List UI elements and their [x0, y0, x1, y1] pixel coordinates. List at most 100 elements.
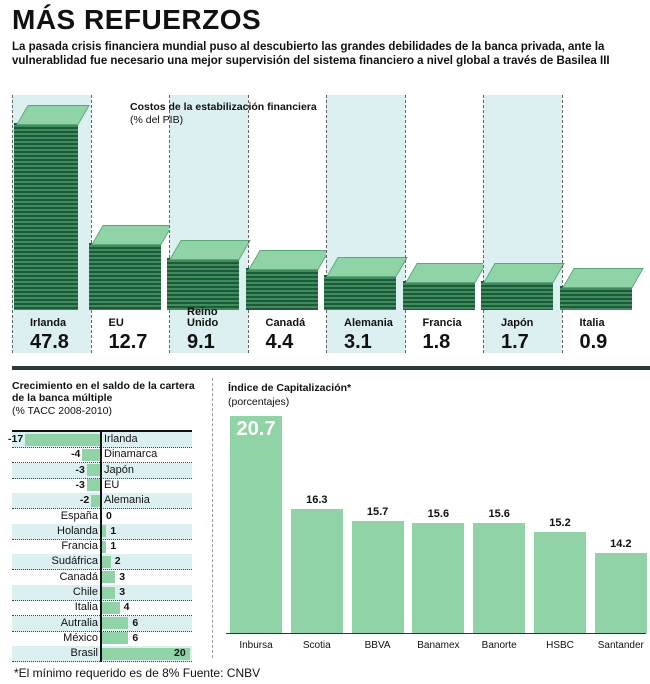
bar — [102, 601, 120, 614]
value-label: 0.9 — [579, 331, 608, 353]
bar — [86, 464, 100, 477]
money-stack-icon — [14, 123, 78, 310]
bar — [473, 523, 526, 633]
chart3-title: Índice de Capitalización* — [228, 382, 352, 394]
baseline — [226, 633, 646, 634]
category-label: Chile — [72, 586, 98, 598]
category-label: BBVA — [364, 640, 391, 651]
value-label: 0 — [106, 509, 112, 522]
column-4 — [326, 95, 405, 353]
intro-text: La pasada crisis financiera mundial puso… — [12, 41, 610, 67]
category-label: Irlanda — [30, 317, 67, 329]
category-label: Irlanda — [104, 433, 138, 445]
separator — [212, 378, 214, 658]
bar — [102, 555, 111, 568]
bar — [102, 617, 129, 630]
category-label: Japón — [501, 317, 534, 329]
category-label: HSBC — [546, 640, 574, 651]
value-label: 1 — [110, 540, 117, 553]
value-label: 6 — [132, 616, 139, 629]
category-label: Alemania — [344, 317, 393, 329]
value-label: 4.4 — [265, 331, 294, 353]
value-label: -3 — [75, 463, 85, 476]
value-label: 15.2 — [549, 516, 571, 529]
category-label: EU — [104, 478, 120, 491]
chart1-title: Costos de la estabilización financiera — [130, 101, 317, 113]
chart2-subtitle: (% TACC 2008-2010) — [12, 405, 112, 417]
table-row — [12, 462, 192, 479]
bar — [102, 540, 107, 553]
money-stack-icon — [402, 281, 475, 310]
money-bill-icon — [16, 105, 90, 125]
table-row — [12, 509, 192, 525]
value-label: -3 — [75, 478, 85, 491]
value-label: 4 — [123, 601, 130, 614]
category-label: Francia — [422, 317, 462, 329]
category-label: Alemania — [104, 494, 150, 507]
value-label: 9.1 — [187, 331, 215, 353]
bar — [534, 531, 586, 633]
category-label: Santander — [597, 640, 644, 651]
money-bill-icon — [404, 263, 487, 283]
table-row — [12, 447, 192, 464]
category-label: México — [63, 631, 98, 644]
bar — [102, 647, 190, 660]
bar — [102, 586, 116, 599]
column-7 — [561, 95, 641, 353]
money-stack-icon — [481, 281, 553, 310]
value-label: -17 — [8, 433, 24, 445]
category-label: Japón — [104, 463, 134, 476]
table-row — [12, 478, 192, 494]
bar — [594, 552, 647, 633]
column-1 — [90, 95, 170, 353]
footnote: *El mínimo requerido es de 8% Fuente: CN… — [14, 666, 261, 680]
value-label: 15.6 — [427, 508, 450, 521]
value-label: 12.7 — [108, 331, 148, 353]
page-title: MÁS REFUERZOS — [12, 4, 262, 35]
category-label: Banorte — [481, 640, 517, 651]
category-label: EU — [108, 317, 124, 329]
money-stack-icon — [167, 258, 239, 310]
bar — [25, 433, 100, 446]
column-5 — [404, 95, 484, 353]
bar — [91, 494, 100, 507]
value-label: 1.7 — [501, 331, 529, 353]
category-label: Holanda — [57, 524, 98, 537]
zero-axis — [100, 430, 102, 662]
bar — [230, 416, 282, 633]
category-label: Canadá — [265, 317, 306, 329]
money-stack-icon — [324, 275, 396, 310]
bar — [86, 479, 100, 492]
money-bill-icon — [247, 250, 330, 270]
bar — [102, 632, 129, 645]
category-label: Banamex — [417, 640, 460, 651]
category-label: Italia — [74, 601, 98, 614]
category-label: España — [60, 509, 98, 522]
category-label: Scotia — [302, 640, 331, 651]
category-label: Francia — [61, 540, 98, 553]
category-label: Autralia — [60, 616, 98, 629]
bar — [82, 448, 100, 461]
value-label: -2 — [79, 494, 90, 507]
money-stack-icon — [559, 286, 632, 310]
chart1-subtitle: (% del PIB) — [130, 114, 184, 126]
divider — [12, 366, 650, 370]
category-label: Inbursa — [239, 640, 273, 651]
category-label: Canadá — [59, 570, 98, 583]
category-label: Dinamarca — [104, 448, 158, 461]
category-label: Reino Unido — [187, 306, 219, 329]
value-label: 3 — [119, 586, 126, 598]
category-label: Brasil — [70, 647, 98, 660]
category-label: Italia — [579, 317, 605, 329]
chart2-title: Crecimiento en el saldo de la cartera de… — [12, 380, 195, 404]
value-label: 20 — [174, 647, 186, 660]
money-bill-icon — [561, 268, 644, 288]
value-label: 14.2 — [610, 537, 632, 550]
column-3 — [247, 95, 327, 353]
value-label: 6 — [132, 631, 139, 644]
table-row — [12, 493, 192, 510]
category-label: Sudáfrica — [51, 555, 98, 568]
bar — [102, 571, 116, 584]
value-label: 15.7 — [366, 506, 389, 519]
